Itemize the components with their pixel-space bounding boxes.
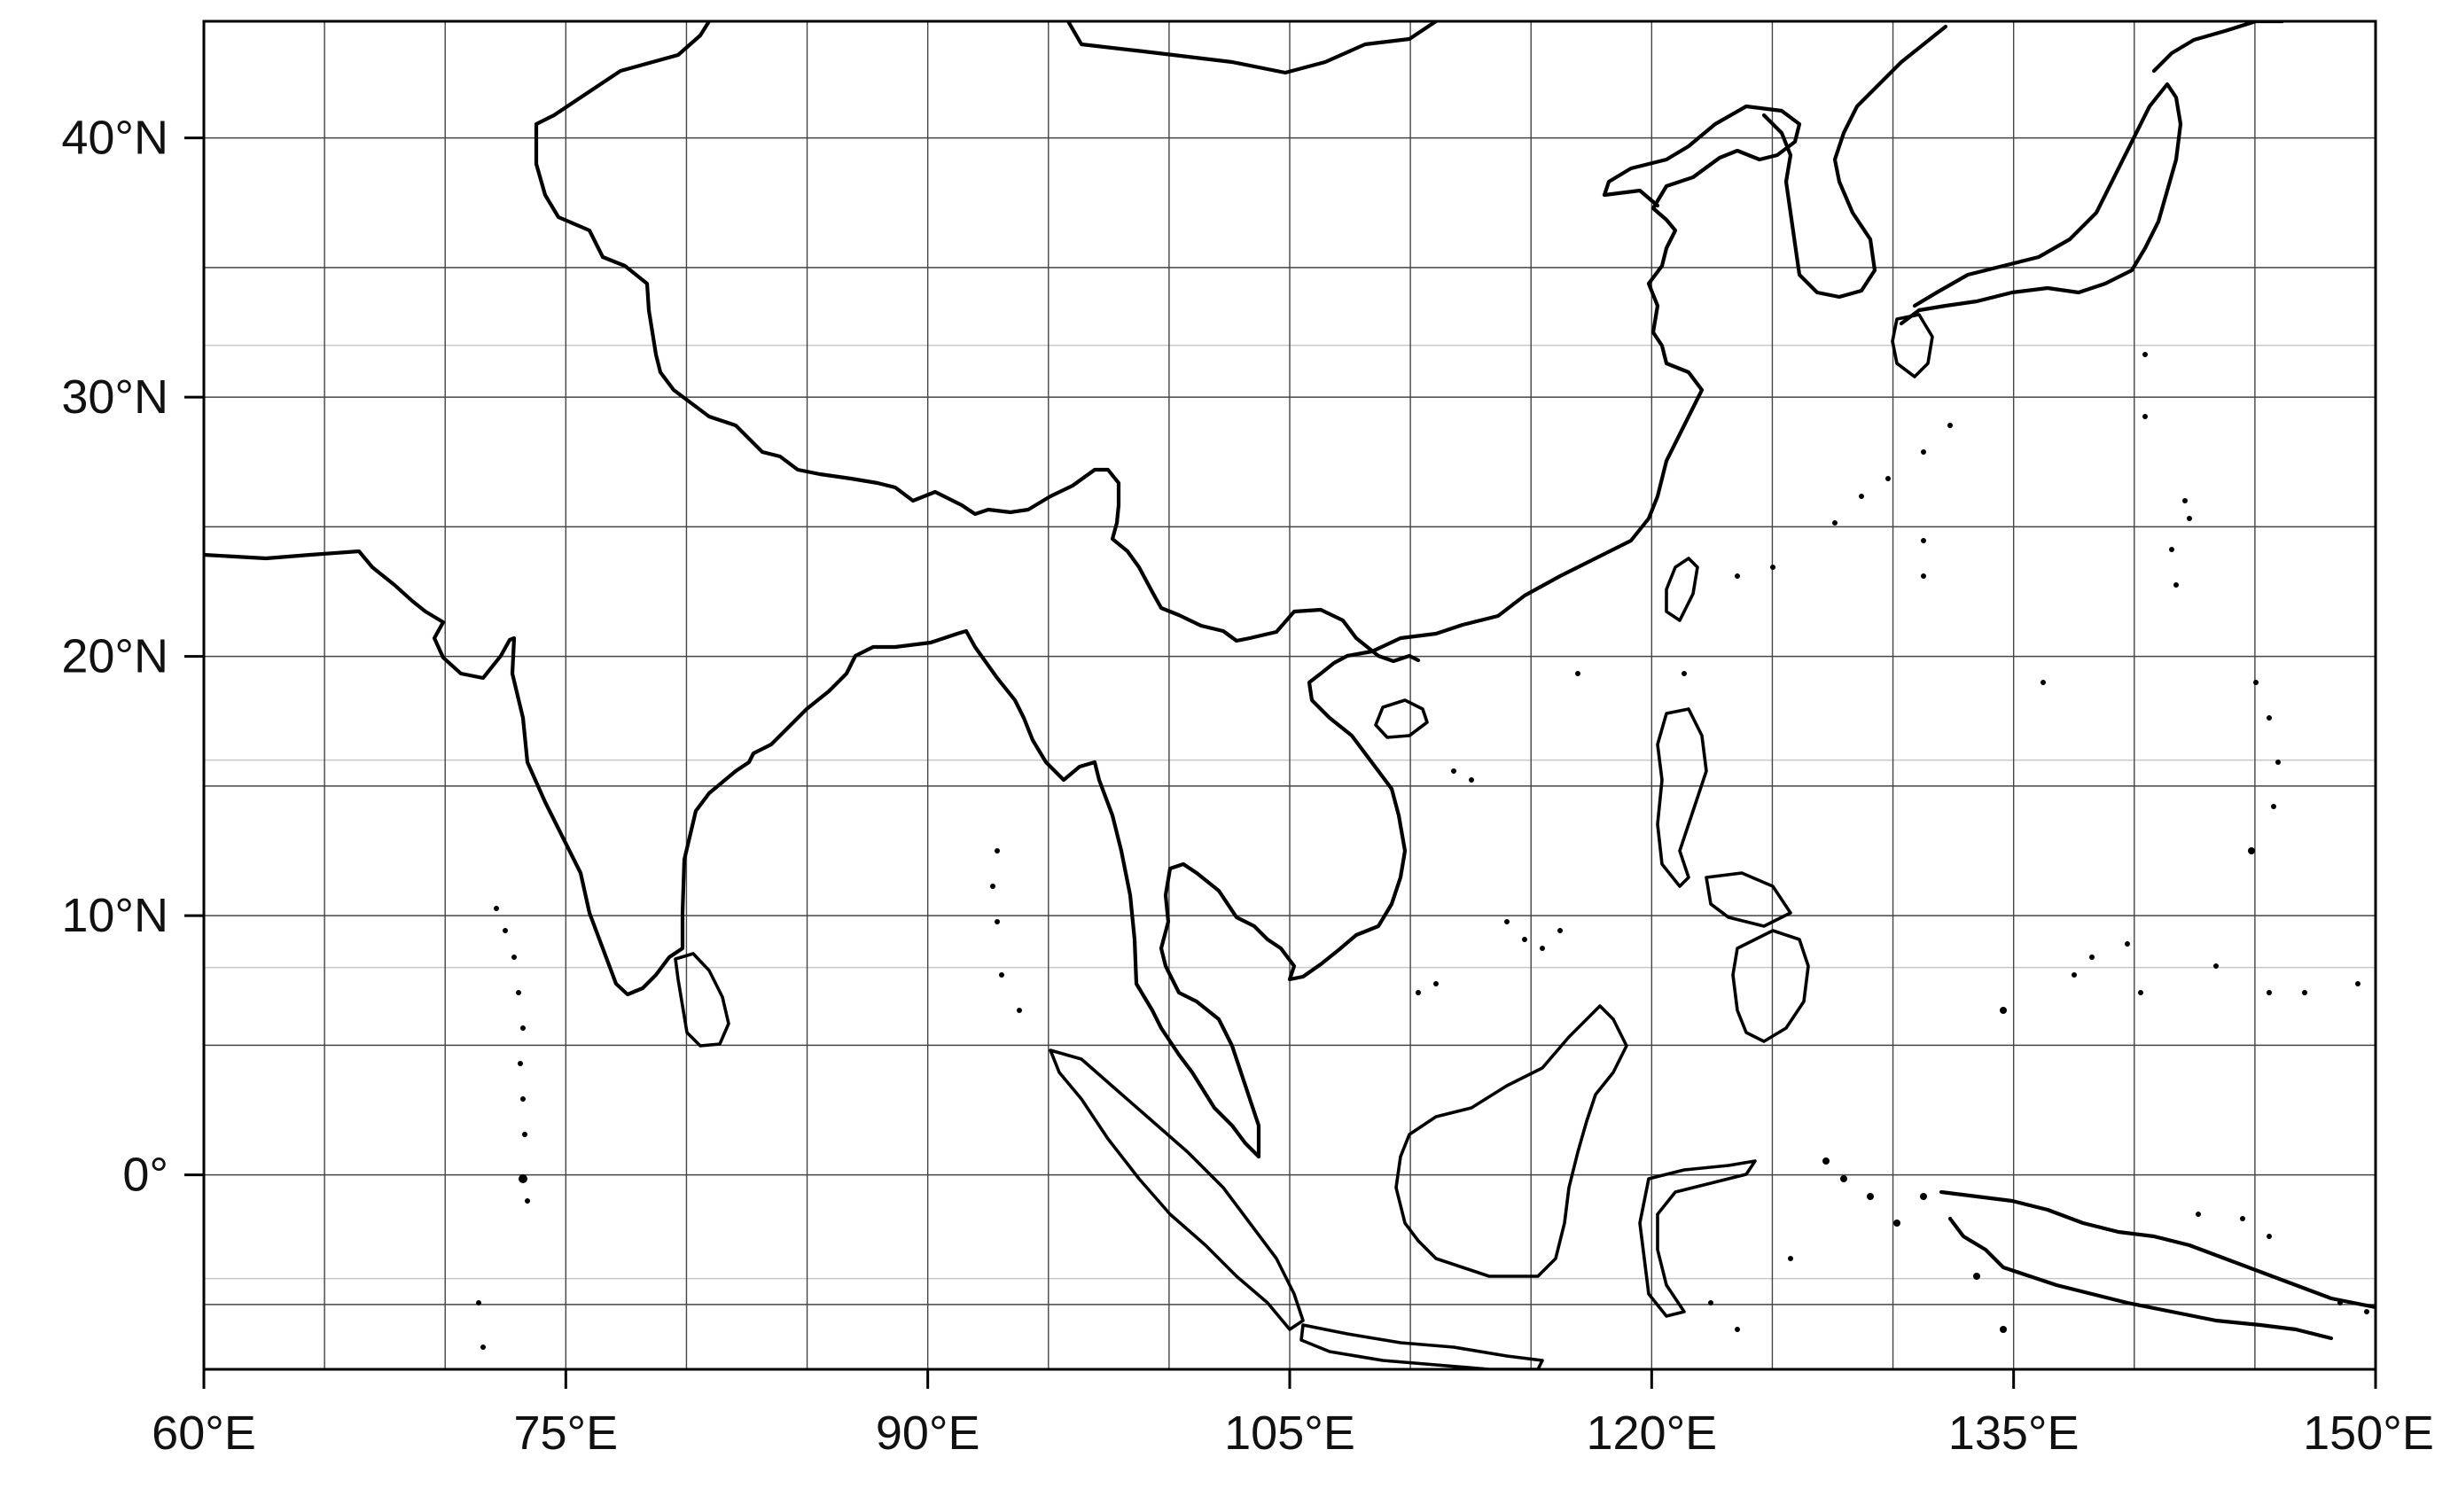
y-tick-label: 0° — [122, 1149, 168, 1202]
island-visayas — [1705, 871, 1792, 928]
graticule — [203, 21, 2376, 1369]
coast-malay-peninsula-west — [1119, 848, 1261, 1159]
x-tick-label: 60°E — [152, 1407, 256, 1460]
island-sri-lanka — [674, 952, 730, 1048]
x-tick-label: 150°E — [2303, 1407, 2434, 1460]
island-taiwan — [1665, 557, 1699, 622]
x-tick-label: 75°E — [513, 1407, 618, 1460]
island-kyushu — [1891, 313, 1934, 378]
axis-ticks: 60°E 75°E 90°E 105°E 120°E 135°E 150°E 0° 10°N 20… — [61, 112, 2434, 1460]
x-tick-label: 120°E — [1586, 1407, 1717, 1460]
y-tick-label: 20°N — [61, 630, 168, 683]
x-tick-label: 90°E — [876, 1407, 980, 1460]
coast-japan — [1899, 82, 2183, 326]
y-tick-label: 40°N — [61, 112, 168, 165]
border-china-mongolia — [1065, 21, 1439, 75]
coast-new-guinea — [1939, 1189, 2376, 1341]
island-mindanao — [1731, 929, 1810, 1043]
island-java — [1299, 1323, 1544, 1369]
island-sumatra — [1049, 1048, 1305, 1331]
coast-hokkaido — [2151, 21, 2285, 74]
coast-indochina — [1159, 104, 1802, 1159]
x-tick-label: 135°E — [1948, 1407, 2080, 1460]
island-borneo — [1394, 1004, 1628, 1278]
coast-korea — [1761, 24, 1948, 300]
island-sulawesi — [1638, 1159, 1757, 1318]
coastlines-and-borders — [204, 21, 2376, 1369]
island-luzon — [1656, 707, 1708, 888]
x-tick-label: 105°E — [1224, 1407, 1355, 1460]
coast-arabian-sea — [204, 549, 1124, 997]
island-hainan — [1374, 698, 1429, 739]
small-islands — [476, 352, 2369, 1350]
y-tick-label: 10°N — [61, 889, 168, 942]
border-south-asia-china — [534, 21, 1421, 664]
y-tick-label: 30°N — [61, 370, 168, 424]
